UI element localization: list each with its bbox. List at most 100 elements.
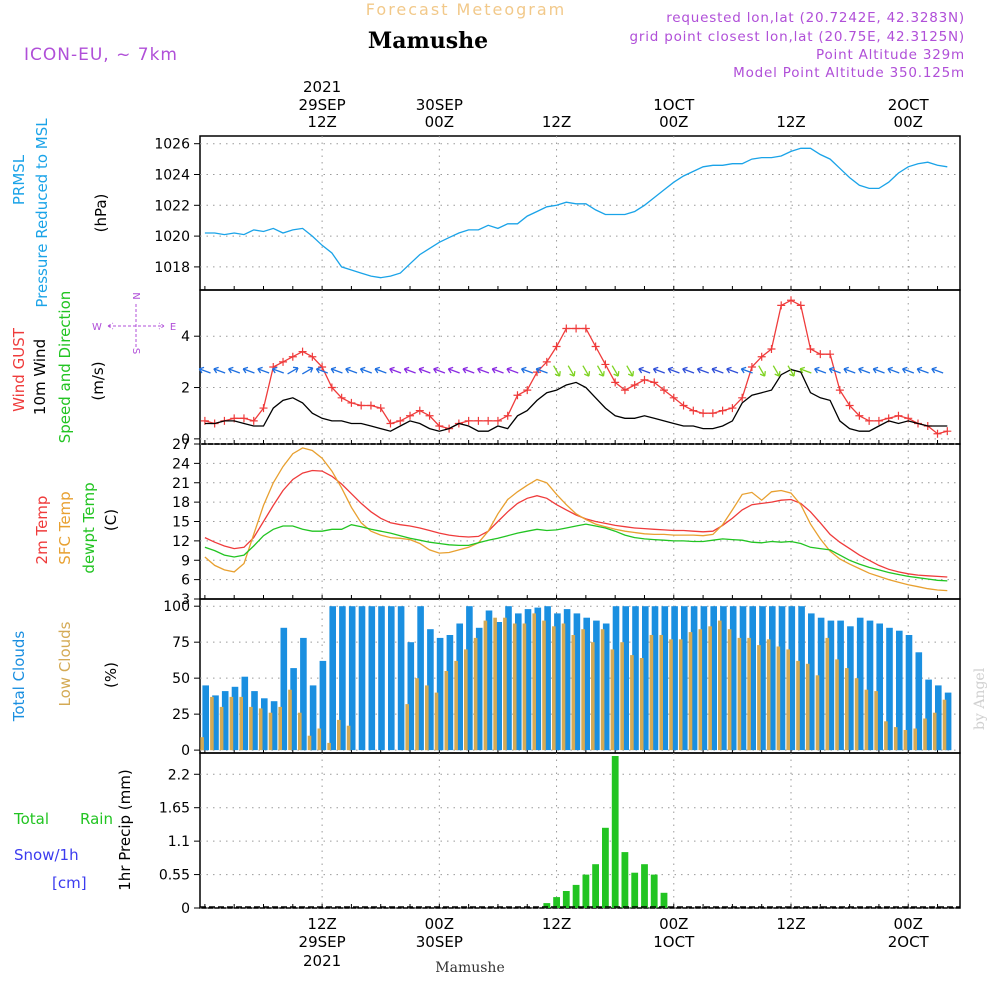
low-cloud-bar (454, 660, 458, 751)
low-cloud-bar (317, 728, 322, 751)
low-cloud-bar (327, 742, 331, 751)
gust-marker (728, 404, 737, 413)
low-cloud-bar (483, 620, 488, 751)
panel-frame (199, 135, 961, 291)
total-cloud-bar (681, 606, 688, 751)
low-cloud-bar (200, 737, 204, 751)
low-cloud-bar (405, 704, 409, 751)
total-cloud-bar (348, 606, 356, 751)
total-cloud-bar (729, 606, 737, 751)
wind-direction-arrow (638, 366, 651, 374)
wind-direction-arrow (228, 366, 241, 374)
gust-marker (738, 393, 747, 402)
low-cloud-bar (747, 637, 751, 751)
total-cloud-bar (602, 623, 610, 751)
y-tick-label: 0.55 (159, 868, 190, 884)
wind-direction-arrow (553, 365, 561, 377)
total-cloud-bar (612, 606, 620, 751)
y-tick-label: 4 (181, 329, 190, 345)
arrow-head (711, 366, 718, 374)
arrow-shaft (389, 368, 402, 374)
panel-frame (199, 443, 961, 600)
arrow-shaft (242, 368, 255, 374)
low-cloud-bar (434, 692, 439, 751)
gust-marker (386, 419, 395, 428)
total-cloud-bar (925, 679, 932, 751)
gust-marker (591, 342, 600, 351)
arrow-shaft (433, 368, 446, 374)
arrow-shaft (814, 368, 827, 374)
wind-direction-arrow (582, 365, 591, 377)
wind-unit: (m/s) (89, 361, 107, 400)
arrow-head (789, 371, 796, 377)
gust-marker (620, 386, 629, 395)
total-cloud-bar (309, 685, 317, 751)
series-10m-wind (204, 368, 948, 432)
arrow-head (271, 366, 278, 374)
arrow-head (696, 366, 703, 374)
pressure-unit: (hPa) (92, 194, 110, 233)
low-cloud-bar (278, 706, 282, 751)
wind-direction-arrow (916, 366, 929, 374)
gust-marker (327, 383, 336, 392)
y-tick-label: 0 (181, 901, 190, 917)
total-cloud-bar (202, 685, 209, 751)
wind-direction-arrow (652, 366, 665, 374)
gust-marker (660, 386, 669, 395)
total-cloud-bar (515, 613, 522, 751)
low-cloud-bar (522, 623, 527, 751)
arrow-head (359, 366, 366, 374)
gust-marker (484, 416, 493, 425)
wind-direction-arrow (491, 366, 504, 374)
wind-direction-arrow (931, 366, 944, 374)
total-cloud-bar (221, 691, 229, 751)
low-cloud-bar (678, 639, 683, 751)
panel-clouds: 0 25 50 75 100 (163, 598, 961, 759)
low-cloud-bar (796, 660, 800, 751)
gust-marker (376, 404, 385, 413)
wind-direction-arrow (521, 366, 534, 374)
model-label: ICON-EU, ~ 7km (24, 45, 178, 65)
low-cloud-bar (229, 696, 234, 751)
y-tick-label: 15 (172, 515, 190, 531)
bottom-tick-hour: 12Z (307, 915, 336, 933)
low-cloud-bar (307, 735, 312, 751)
wind-direction-arrow (667, 366, 680, 374)
low-cloud-bar (493, 617, 497, 751)
point-altitude: Point Altitude 329m (816, 47, 965, 63)
bottom-tick-date: 30SEP (416, 933, 463, 951)
total-cloud-bar (388, 606, 395, 751)
arrow-shaft (626, 365, 634, 377)
panel-pressure: 1018 1020 1022 1024 1026 (154, 135, 961, 291)
arrow-shaft (418, 368, 431, 374)
y-tick-label: 25 (172, 707, 190, 723)
arrow-shaft (448, 368, 460, 374)
arrow-head (535, 366, 542, 374)
total-label: Total (13, 810, 49, 828)
low-cloud-bar (298, 712, 302, 751)
arrow-shaft (477, 368, 490, 374)
top-tick-date: 1OCT (653, 96, 695, 114)
panel-precip: 0 0.55 1.1 1.65 2.2 (159, 752, 961, 917)
arrow-head (418, 366, 425, 374)
total-cloud-bar (710, 606, 717, 751)
low-cloud-bar (288, 689, 292, 751)
gust-marker (425, 411, 434, 420)
y-tick-label: 27 (172, 437, 190, 453)
series-2m-temp (204, 469, 948, 578)
arrow-head (292, 366, 299, 373)
wind-direction-arrow (902, 366, 915, 374)
gust-marker (298, 347, 307, 356)
y-tick-label: 75 (172, 635, 190, 651)
gust-marker (894, 411, 903, 420)
arrow-head (403, 366, 410, 374)
gust-marker (474, 416, 483, 425)
arrow-head (228, 366, 234, 374)
gust-marker (337, 393, 346, 402)
wind-direction-arrow (711, 366, 724, 374)
bottom-tick-hour: 00Z (425, 915, 454, 933)
total-cloud-bar (837, 620, 844, 751)
low-cloud-bar (630, 655, 634, 751)
total-cloud-bar (808, 613, 815, 751)
